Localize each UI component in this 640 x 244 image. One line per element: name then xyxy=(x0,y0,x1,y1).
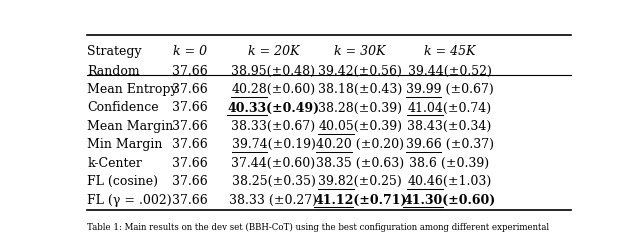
Text: 38.33(±0.67): 38.33(±0.67) xyxy=(232,120,316,133)
Text: 38.33 (±0.27): 38.33 (±0.27) xyxy=(230,193,317,206)
Text: 40.33(±0.49): 40.33(±0.49) xyxy=(227,102,319,114)
Text: Table 1: Main results on the dev set (BBH-CoT) using the best configuration amon: Table 1: Main results on the dev set (BB… xyxy=(88,223,550,233)
Text: Strategy: Strategy xyxy=(88,45,142,58)
Text: 37.66: 37.66 xyxy=(172,175,208,188)
Text: 37.44(±0.60): 37.44(±0.60) xyxy=(232,157,316,170)
Text: 39.42(±0.56): 39.42(±0.56) xyxy=(318,65,402,78)
Text: 41.04(±0.74): 41.04(±0.74) xyxy=(408,102,492,114)
Text: FL (γ = .002): FL (γ = .002) xyxy=(88,193,172,206)
Text: 38.35 (±0.63): 38.35 (±0.63) xyxy=(316,157,404,170)
Text: k = 20K: k = 20K xyxy=(248,45,299,58)
Text: 37.66: 37.66 xyxy=(172,83,208,96)
Text: Mean Entropy: Mean Entropy xyxy=(88,83,178,96)
Text: 37.66: 37.66 xyxy=(172,102,208,114)
Text: 39.44(±0.52): 39.44(±0.52) xyxy=(408,65,492,78)
Text: k = 0: k = 0 xyxy=(173,45,207,58)
Text: 38.6 (±0.39): 38.6 (±0.39) xyxy=(410,157,490,170)
Text: 37.66: 37.66 xyxy=(172,65,208,78)
Text: 39.66 (±0.37): 39.66 (±0.37) xyxy=(406,138,493,151)
Text: 38.43(±0.34): 38.43(±0.34) xyxy=(408,120,492,133)
Text: 38.28(±0.39): 38.28(±0.39) xyxy=(318,102,402,114)
Text: 40.46(±1.03): 40.46(±1.03) xyxy=(408,175,492,188)
Text: 37.66: 37.66 xyxy=(172,120,208,133)
Text: 39.82(±0.25): 39.82(±0.25) xyxy=(318,175,402,188)
Text: FL (cosine): FL (cosine) xyxy=(88,175,159,188)
Text: k = 45K: k = 45K xyxy=(424,45,476,58)
Text: 40.05(±0.39): 40.05(±0.39) xyxy=(318,120,402,133)
Text: 39.74(±0.19): 39.74(±0.19) xyxy=(232,138,316,151)
Text: k = 30K: k = 30K xyxy=(335,45,386,58)
Text: 37.66: 37.66 xyxy=(172,138,208,151)
Text: 38.25(±0.35): 38.25(±0.35) xyxy=(232,175,316,188)
Text: 38.18(±0.43): 38.18(±0.43) xyxy=(318,83,403,96)
Text: Random: Random xyxy=(88,65,140,78)
Text: 41.12(±0.71): 41.12(±0.71) xyxy=(314,193,406,206)
Text: 41.30(±0.60): 41.30(±0.60) xyxy=(403,193,495,206)
Text: Min Margin: Min Margin xyxy=(88,138,163,151)
Text: Confidence: Confidence xyxy=(88,102,159,114)
Text: 40.28(±0.60): 40.28(±0.60) xyxy=(232,83,316,96)
Text: 37.66: 37.66 xyxy=(172,193,208,206)
Text: 38.95(±0.48): 38.95(±0.48) xyxy=(232,65,316,78)
Text: 39.99 (±0.67): 39.99 (±0.67) xyxy=(406,83,493,96)
Text: 37.66: 37.66 xyxy=(172,157,208,170)
Text: 40.20 (±0.20): 40.20 (±0.20) xyxy=(316,138,404,151)
Text: Mean Margin: Mean Margin xyxy=(88,120,173,133)
Text: k-Center: k-Center xyxy=(88,157,142,170)
